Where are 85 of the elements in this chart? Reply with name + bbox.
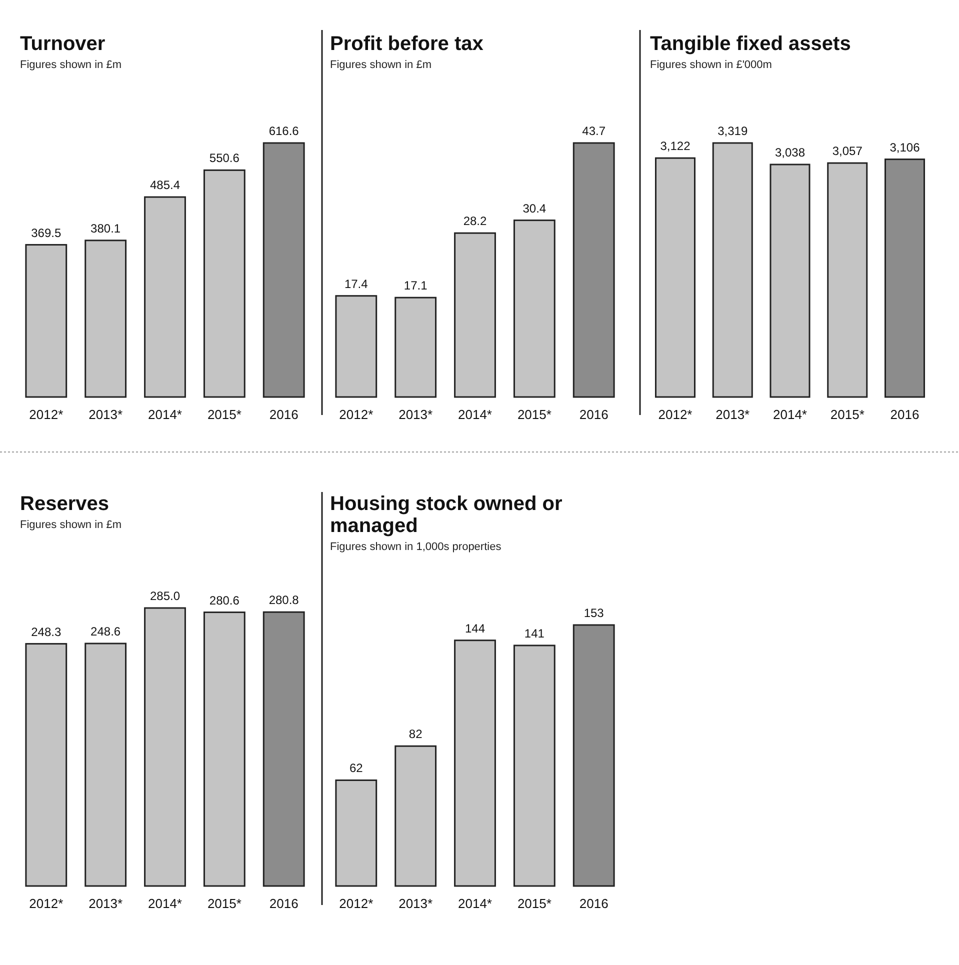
bar <box>203 169 246 398</box>
data-label: 248.6 <box>90 624 121 639</box>
bar <box>394 745 437 887</box>
bar <box>335 779 378 887</box>
bar <box>84 240 127 398</box>
x-tick-label: 2015* <box>517 896 552 911</box>
data-label: 485.4 <box>150 178 180 192</box>
bar <box>84 642 127 887</box>
data-label: 3,122 <box>660 139 691 154</box>
data-label: 280.6 <box>209 593 240 608</box>
data-label: 43.7 <box>582 124 606 138</box>
x-tick-label: 2012* <box>658 407 692 422</box>
chart-subtitle: Figures shown in 1,000s properties <box>330 541 502 553</box>
data-label: 17.4 <box>344 276 368 291</box>
chart-subtitle: Figures shown in £m <box>330 59 432 71</box>
bar <box>394 296 437 398</box>
chart-subtitle: Figures shown in £m <box>20 59 122 71</box>
data-label: 616.6 <box>268 124 300 138</box>
x-tick-label: 2012* <box>29 896 64 911</box>
data-label: 380.1 <box>90 221 121 236</box>
x-tick-label: 2013* <box>398 896 433 911</box>
bar <box>572 624 615 887</box>
bar <box>25 244 68 398</box>
data-label: 3,038 <box>774 146 806 160</box>
chart-title: Housing stock owned or managed <box>330 493 562 537</box>
data-label: 285.0 <box>150 589 180 603</box>
chart-title: Reserves <box>20 493 109 515</box>
chart-subtitle: Figures shown in £m <box>20 519 122 531</box>
bar <box>513 220 556 398</box>
bar <box>654 157 696 398</box>
x-tick-label: 2014* <box>458 407 492 422</box>
x-tick-label: 2014* <box>148 407 182 422</box>
data-label: 144 <box>464 621 486 636</box>
x-tick-label: 2014* <box>773 407 807 422</box>
x-tick-label: 2013* <box>398 407 433 422</box>
x-tick-label: 2013* <box>716 407 750 422</box>
bar <box>454 640 496 887</box>
bar <box>203 612 246 887</box>
chart-title: Turnover <box>20 33 106 55</box>
bar <box>144 607 186 887</box>
data-label: 248.3 <box>31 624 62 639</box>
bar <box>335 295 378 398</box>
x-tick-label: 2016 <box>579 896 608 911</box>
x-tick-label: 2015* <box>830 407 864 422</box>
data-label: 153 <box>584 606 604 620</box>
bar <box>144 196 186 398</box>
x-tick-label: 2015* <box>207 896 242 911</box>
data-label: 550.6 <box>209 151 240 166</box>
data-label: 17.1 <box>404 278 428 293</box>
bar <box>262 142 305 398</box>
x-tick-label: 2014* <box>458 896 492 911</box>
data-label: 82 <box>408 727 423 742</box>
data-label: 369.5 <box>31 226 62 240</box>
bar <box>827 162 868 398</box>
x-tick-label: 2012* <box>339 896 374 911</box>
data-label: 30.4 <box>522 201 546 216</box>
data-label: 62 <box>349 761 364 776</box>
data-label: 280.8 <box>268 593 300 608</box>
data-label: 141 <box>524 626 545 640</box>
chart-title: Profit before tax <box>330 33 484 55</box>
data-label: 28.2 <box>463 214 487 228</box>
x-tick-label: 2013* <box>88 407 123 422</box>
data-label: 3,106 <box>890 140 920 154</box>
x-tick-label: 2012* <box>29 407 64 422</box>
bar <box>712 142 753 398</box>
x-tick-label: 2015* <box>517 407 552 422</box>
x-tick-label: 2015* <box>207 407 242 422</box>
bar <box>572 142 615 398</box>
x-tick-label: 2016 <box>579 407 608 422</box>
x-tick-label: 2016 <box>269 896 298 911</box>
chart-subtitle: Figures shown in £'000m <box>650 59 772 71</box>
x-tick-label: 2013* <box>88 896 123 911</box>
data-label: 3,319 <box>718 124 748 138</box>
bar <box>25 643 68 887</box>
data-label: 3,057 <box>832 144 863 158</box>
bar <box>262 611 305 887</box>
x-tick-label: 2012* <box>339 407 374 422</box>
chart-title: Tangible fixed assets <box>650 33 851 55</box>
x-tick-label: 2014* <box>148 896 182 911</box>
bar <box>770 164 810 398</box>
bar <box>513 644 556 887</box>
bar <box>454 232 496 398</box>
bar <box>884 158 926 398</box>
x-tick-label: 2016 <box>890 407 920 422</box>
x-tick-label: 2016 <box>269 407 298 422</box>
